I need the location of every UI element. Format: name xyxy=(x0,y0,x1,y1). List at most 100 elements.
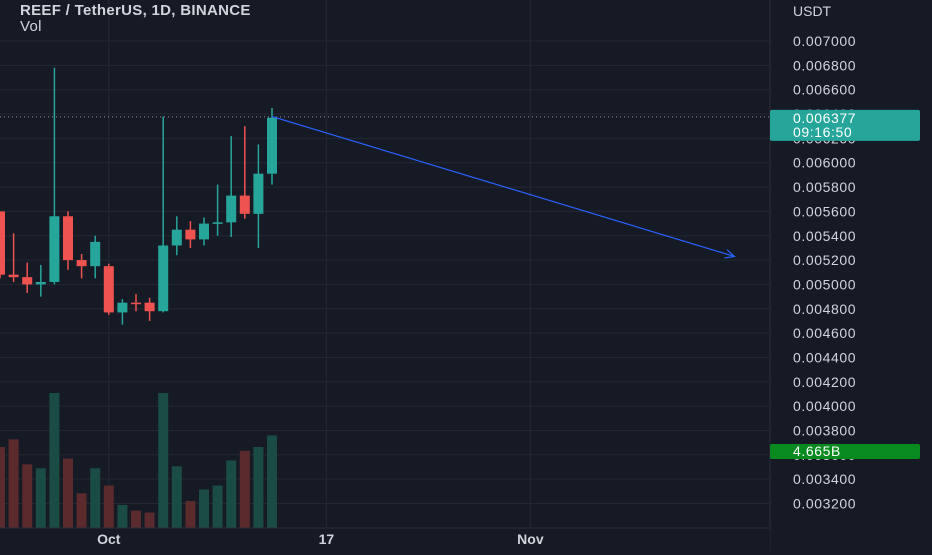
volume-bar[interactable] xyxy=(212,485,223,528)
price-tick-label: 0.004200 xyxy=(793,374,856,390)
price-tick-label: 0.004600 xyxy=(793,325,856,341)
chart-legend: REEF / TetherUS, 1D, BINANCE Vol xyxy=(20,3,251,35)
volume-bar[interactable] xyxy=(117,504,128,528)
volume-bar[interactable] xyxy=(226,460,237,529)
candle[interactable] xyxy=(22,262,33,293)
volume-bar[interactable] xyxy=(253,447,264,528)
price-tick-label: 0.006600 xyxy=(793,82,856,98)
price-tick-label: 0.004000 xyxy=(793,398,856,414)
candle-body xyxy=(22,277,33,285)
candle[interactable] xyxy=(49,67,60,285)
volume-badge-bg xyxy=(770,444,920,459)
volume-bar[interactable] xyxy=(8,439,19,528)
time-tick-label: Oct xyxy=(97,531,121,547)
volume-bar[interactable] xyxy=(90,468,101,528)
candle[interactable] xyxy=(239,126,250,219)
trendline[interactable] xyxy=(271,115,735,258)
candle-body xyxy=(144,302,155,312)
volume-bar[interactable] xyxy=(103,485,114,528)
candle-body xyxy=(63,216,73,261)
trendline-drawing xyxy=(271,115,736,259)
candle-body xyxy=(199,223,209,240)
candle-body xyxy=(239,195,250,214)
candle-body xyxy=(35,281,46,285)
candle[interactable] xyxy=(267,107,277,185)
price-axis: USDT0.0070000.0068000.0066000.0064000.00… xyxy=(769,0,932,550)
candle-body xyxy=(131,302,141,305)
time-axis: Oct 17 Nov xyxy=(0,527,770,550)
price-tick-label: 0.007000 xyxy=(793,33,856,49)
candle[interactable] xyxy=(212,184,223,236)
volume-bar[interactable] xyxy=(185,501,196,528)
volume-bar[interactable] xyxy=(267,435,277,528)
volume-bar[interactable] xyxy=(171,466,182,528)
candle-body xyxy=(212,222,223,224)
volume-bar[interactable] xyxy=(144,512,155,528)
price-tick-label: 0.005400 xyxy=(793,228,856,244)
volume-value-badge[interactable]: 4.665B xyxy=(770,443,920,459)
time-tick-label: 17 xyxy=(319,531,335,547)
grid-lines xyxy=(0,0,770,528)
price-tick-label: 0.003400 xyxy=(793,471,856,487)
candle[interactable] xyxy=(253,144,264,248)
candle-body xyxy=(267,117,277,174)
price-tick-label: 0.006800 xyxy=(793,57,856,73)
candle-body xyxy=(0,211,5,275)
volume-bar[interactable] xyxy=(131,510,141,528)
price-tick-label: 0.004400 xyxy=(793,349,856,365)
candle-body xyxy=(253,173,264,214)
candle[interactable] xyxy=(35,264,46,297)
candle[interactable] xyxy=(226,135,237,237)
candle[interactable] xyxy=(63,211,73,270)
volume-bars xyxy=(0,393,277,528)
candle-countdown-label: 09:16:50 xyxy=(793,124,852,140)
price-tick-label: 0.003200 xyxy=(793,495,856,511)
candle[interactable] xyxy=(185,221,196,248)
candle-body xyxy=(76,260,87,267)
volume-bar[interactable] xyxy=(63,458,73,528)
volume-bar[interactable] xyxy=(158,393,169,528)
candle-body xyxy=(103,266,114,313)
candle-body xyxy=(117,302,128,313)
candle[interactable] xyxy=(103,263,114,315)
volume-value-label: 4.665B xyxy=(793,443,841,459)
candle[interactable] xyxy=(0,211,5,279)
trendline-arrowhead[interactable] xyxy=(724,249,736,259)
last-price-label: 0.006377 xyxy=(793,110,856,126)
volume-bar[interactable] xyxy=(0,447,5,528)
candle-body xyxy=(185,229,196,240)
volume-bar[interactable] xyxy=(35,468,46,528)
candle-body xyxy=(8,274,19,278)
candle[interactable] xyxy=(199,217,209,246)
candle[interactable] xyxy=(171,216,182,256)
candle[interactable] xyxy=(90,235,101,279)
last-price-badge-bg xyxy=(770,109,920,141)
time-axis-panel[interactable] xyxy=(0,528,770,550)
candle-body xyxy=(171,229,182,246)
candle[interactable] xyxy=(144,297,155,321)
volume-bar[interactable] xyxy=(239,450,250,528)
candle-body xyxy=(226,195,237,223)
volume-legend[interactable]: Vol xyxy=(20,18,42,35)
candle[interactable] xyxy=(76,254,87,279)
candle[interactable] xyxy=(117,299,128,325)
price-tick-label: 0.003800 xyxy=(793,422,856,438)
candles xyxy=(0,67,277,325)
volume-bar[interactable] xyxy=(76,493,87,528)
candle[interactable] xyxy=(158,116,169,313)
volume-bar[interactable] xyxy=(199,489,209,528)
candle-body xyxy=(90,241,101,267)
candle[interactable] xyxy=(131,294,141,312)
price-axis-currency[interactable]: USDT xyxy=(793,3,832,19)
price-tick-label: 0.005800 xyxy=(793,179,856,195)
volume-bar[interactable] xyxy=(49,393,60,528)
candle-body xyxy=(49,216,60,282)
price-tick-label: 0.005200 xyxy=(793,252,856,268)
price-tick-label: 0.004800 xyxy=(793,301,856,317)
candle[interactable] xyxy=(8,233,19,282)
volume-bar[interactable] xyxy=(22,464,33,528)
symbol-title[interactable]: REEF / TetherUS, 1D, BINANCE xyxy=(20,2,251,19)
